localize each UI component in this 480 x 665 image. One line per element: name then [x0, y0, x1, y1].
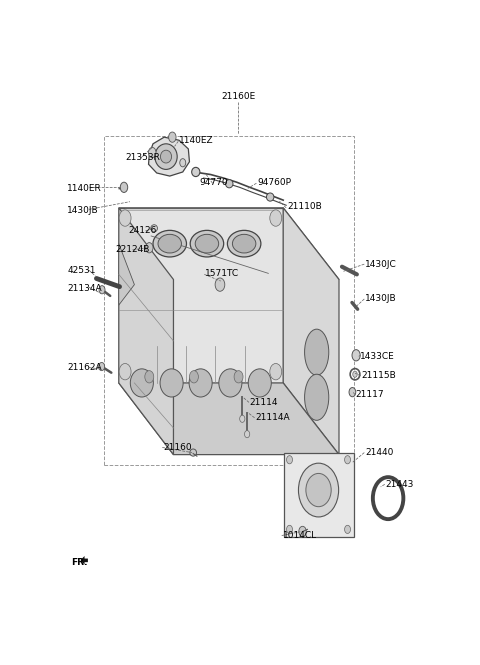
Polygon shape — [119, 207, 283, 383]
Ellipse shape — [189, 369, 212, 397]
Polygon shape — [148, 137, 190, 176]
Text: 1571TC: 1571TC — [205, 269, 239, 278]
Text: 21134A: 21134A — [67, 284, 102, 293]
Text: 1430JB: 1430JB — [67, 206, 99, 215]
Text: 1140ER: 1140ER — [67, 184, 102, 193]
Circle shape — [119, 210, 131, 226]
Ellipse shape — [305, 329, 329, 375]
Text: 21114: 21114 — [250, 398, 278, 407]
Text: 22124B: 22124B — [115, 245, 149, 254]
Ellipse shape — [219, 369, 242, 397]
Text: 94770: 94770 — [200, 178, 228, 187]
Ellipse shape — [190, 230, 224, 257]
Circle shape — [345, 525, 350, 533]
Ellipse shape — [248, 369, 271, 397]
Text: FR.: FR. — [71, 558, 88, 567]
Text: 1430JC: 1430JC — [365, 259, 397, 269]
Text: 1433CE: 1433CE — [360, 352, 394, 361]
Text: 24126: 24126 — [129, 226, 157, 235]
Circle shape — [240, 415, 245, 422]
Circle shape — [99, 362, 105, 370]
Ellipse shape — [228, 230, 261, 257]
Text: 42531: 42531 — [67, 266, 96, 275]
Text: 21440: 21440 — [365, 448, 394, 457]
Text: 1140EZ: 1140EZ — [179, 136, 214, 145]
Circle shape — [119, 364, 131, 380]
Circle shape — [349, 388, 356, 397]
Text: 21160E: 21160E — [221, 92, 256, 101]
Circle shape — [270, 210, 282, 226]
Polygon shape — [119, 207, 339, 279]
Ellipse shape — [153, 230, 186, 257]
Ellipse shape — [151, 225, 157, 232]
Ellipse shape — [306, 473, 331, 507]
Text: 21110B: 21110B — [287, 202, 322, 211]
Circle shape — [352, 350, 360, 361]
Circle shape — [353, 371, 357, 377]
Circle shape — [148, 148, 156, 158]
Ellipse shape — [190, 449, 196, 456]
Circle shape — [145, 243, 153, 253]
Text: 21160: 21160 — [163, 443, 192, 452]
Text: 21162A: 21162A — [67, 363, 102, 372]
Text: 21114A: 21114A — [255, 413, 290, 422]
Circle shape — [287, 456, 292, 464]
Circle shape — [190, 370, 198, 383]
Ellipse shape — [305, 374, 329, 420]
Polygon shape — [81, 556, 88, 565]
Circle shape — [168, 132, 176, 142]
Polygon shape — [119, 383, 339, 455]
Circle shape — [299, 526, 306, 537]
Text: 1014CL: 1014CL — [282, 531, 317, 540]
Text: 21117: 21117 — [356, 390, 384, 399]
Ellipse shape — [158, 234, 181, 253]
Ellipse shape — [160, 150, 172, 163]
Text: 21353R: 21353R — [125, 153, 160, 162]
Text: 21115B: 21115B — [361, 371, 396, 380]
Ellipse shape — [130, 369, 154, 397]
Polygon shape — [119, 243, 134, 305]
Ellipse shape — [160, 369, 183, 397]
Bar — [104, 136, 354, 465]
Circle shape — [215, 278, 225, 291]
Ellipse shape — [299, 463, 338, 517]
Circle shape — [120, 182, 128, 192]
Ellipse shape — [232, 234, 256, 253]
Ellipse shape — [192, 168, 200, 177]
Text: 1430JB: 1430JB — [365, 295, 396, 303]
Circle shape — [345, 456, 350, 464]
Text: 21443: 21443 — [385, 480, 414, 489]
Ellipse shape — [226, 180, 233, 188]
Ellipse shape — [266, 193, 274, 201]
Text: 94760P: 94760P — [257, 178, 291, 187]
Circle shape — [145, 370, 154, 383]
Circle shape — [234, 370, 243, 383]
Ellipse shape — [195, 234, 219, 253]
Polygon shape — [119, 207, 173, 455]
Circle shape — [244, 430, 250, 438]
Circle shape — [99, 286, 105, 294]
Circle shape — [287, 525, 292, 533]
Polygon shape — [283, 207, 339, 455]
FancyBboxPatch shape — [284, 453, 353, 537]
Circle shape — [180, 159, 186, 167]
Circle shape — [270, 364, 282, 380]
Ellipse shape — [155, 144, 177, 170]
